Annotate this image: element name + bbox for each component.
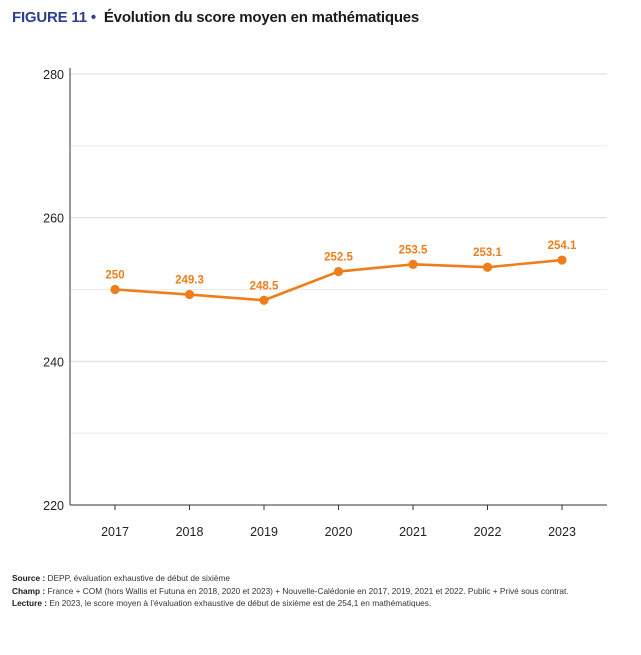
x-tick-label-2019: 2019 [250,525,278,539]
data-label-2019: 248.5 [250,280,279,292]
y-tick-label-280: 280 [43,68,64,82]
data-label-2023: 254.1 [548,240,577,252]
axis-layer: 220 240 260 280 2017 2018 2019 2020 2021 2022 2023 [43,68,607,539]
y-tick-label-260: 260 [43,212,64,226]
series-layer: 250 249.3 248.5 252.5 253.5 253.1 254.1 [105,240,577,305]
y-tick-label-240: 240 [43,355,64,369]
data-point-2020 [333,266,344,277]
y-tick-label-220: 220 [43,499,64,513]
data-point-2019 [259,295,269,305]
data-label-2020: 252.5 [324,252,353,264]
data-point-2021 [408,259,418,269]
champ-note: Champ : France + COM (hors Wallis et Fut… [12,585,569,596]
data-label-2018: 249.3 [175,275,204,287]
data-label-2022: 253.1 [473,247,502,259]
line-chart: 220 240 260 280 2017 2018 2019 2020 2021 2022 2023… [43,68,607,539]
grid-layer [70,73,607,434]
x-tick-label-2020: 2020 [325,525,353,539]
data-label-2017: 250 [105,270,124,282]
data-point-2023 [557,255,567,265]
figure-number: FIGURE 11 [12,9,87,26]
lecture-note: Lecture : En 2023, le score moyen à l’év… [12,598,432,608]
figure-bullet: • [86,9,96,26]
x-tick-label-2017: 2017 [101,525,129,539]
x-tick-label-2023: 2023 [548,525,576,539]
figure-title: FIGURE 11 • Évolution du score moyen en … [12,9,419,26]
data-point-2022 [482,262,493,272]
x-tick-label-2018: 2018 [176,525,204,539]
x-tick-label-2022: 2022 [474,525,502,539]
data-point-2017 [110,284,120,295]
chart-title: Évolution du score moyen en mathématique… [103,9,420,26]
data-label-2021: 253.5 [399,244,428,256]
figure-notes: Source : DEPP, évaluation exhaustive de … [12,572,569,610]
x-tick-label-2021: 2021 [399,525,427,539]
source-note: Source : DEPP, évaluation exhaustive de … [12,573,231,583]
data-point-2018 [184,289,195,300]
